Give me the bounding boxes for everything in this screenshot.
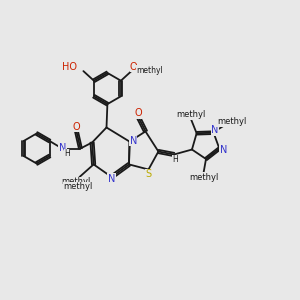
Text: methyl: methyl [136, 66, 163, 75]
Text: O: O [134, 108, 142, 118]
Text: N: N [130, 136, 137, 146]
Text: methyl: methyl [190, 173, 219, 182]
Text: methyl: methyl [61, 177, 91, 186]
Text: N: N [108, 173, 115, 184]
Text: O: O [130, 61, 138, 72]
Text: S: S [146, 169, 152, 179]
Text: N: N [220, 145, 227, 155]
Text: HO: HO [62, 61, 77, 72]
Text: methyl: methyl [176, 110, 205, 119]
Text: methyl: methyl [217, 117, 246, 126]
Text: N: N [211, 125, 218, 135]
Text: H: H [64, 149, 70, 158]
Text: methyl: methyl [63, 182, 93, 191]
Text: O: O [72, 122, 80, 132]
Text: N: N [59, 143, 66, 153]
Text: H: H [172, 155, 178, 164]
